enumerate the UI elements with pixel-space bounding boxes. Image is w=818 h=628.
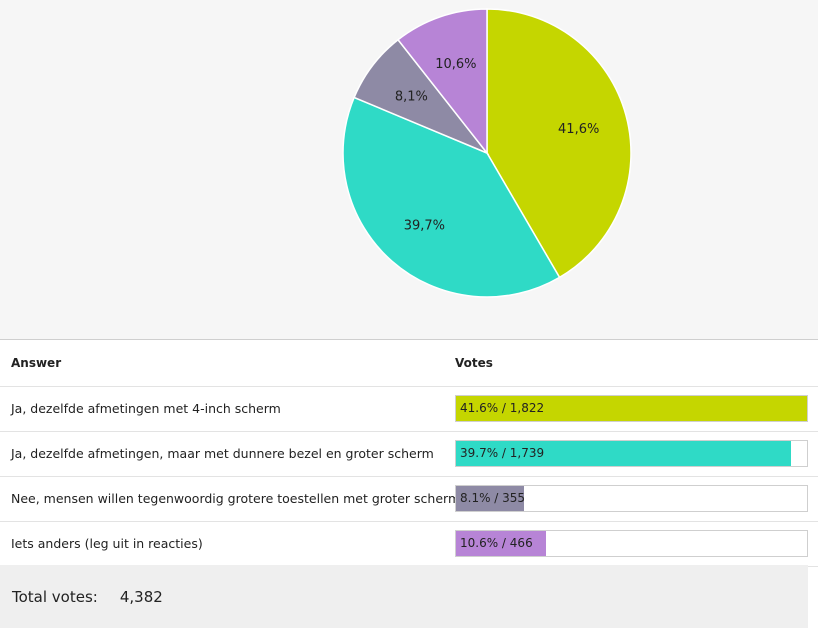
vote-bar-fill <box>456 441 791 466</box>
vote-bar: 8.1% / 355 <box>455 485 808 512</box>
votes-cell: 10.6% / 466 <box>452 521 818 567</box>
pie-slice-1 <box>486 8 632 279</box>
answer-text: Ja, dezelfde afmetingen, maar met dunner… <box>0 431 452 477</box>
votes-cell: 41.6% / 1,822 <box>452 386 818 432</box>
table-row: Ja, dezelfde afmetingen met 4-inch scher… <box>0 386 818 432</box>
total-votes-box: Total votes: 4,382 <box>0 565 808 628</box>
vote-bar-text: 8.1% / 355 <box>460 491 526 505</box>
pie-slice-label: 41,6% <box>558 122 599 137</box>
answer-text: Iets anders (leg uit in reacties) <box>0 521 452 567</box>
pie-slice-2 <box>342 96 561 298</box>
vote-bar-fill <box>456 396 807 421</box>
pie-slice-label: 8,1% <box>395 90 428 105</box>
pie-slice-4 <box>396 8 488 156</box>
votes-cell: 8.1% / 355 <box>452 476 818 522</box>
chart-area: 41,6% 39,7% 8,1% 10,6% <box>342 8 632 298</box>
pie-chart: 41,6% 39,7% 8,1% 10,6% <box>342 8 632 298</box>
results-table: Answer Votes Ja, dezelfde afmetingen met… <box>0 340 818 567</box>
answer-text: Nee, mensen willen tegenwoordig grotere … <box>0 476 460 522</box>
votes-column-header: Votes <box>452 340 818 387</box>
divider <box>0 339 818 340</box>
total-votes-value: 4,382 <box>119 587 163 606</box>
vote-bar: 39.7% / 1,739 <box>455 440 808 467</box>
table-row: Ja, dezelfde afmetingen, maar met dunner… <box>0 431 818 477</box>
vote-bar-fill <box>456 531 546 556</box>
results-body: Ja, dezelfde afmetingen met 4-inch scher… <box>0 386 818 567</box>
vote-bar-text: 41.6% / 1,822 <box>460 401 545 415</box>
table-row: Nee, mensen willen tegenwoordig grotere … <box>0 476 818 522</box>
vote-bar: 10.6% / 466 <box>455 530 808 557</box>
vote-bar-fill <box>456 486 525 511</box>
pie-slice-label: 39,7% <box>404 219 445 234</box>
total-votes-label: Total votes: <box>12 587 98 606</box>
vote-bar: 41.6% / 1,822 <box>455 395 808 422</box>
votes-cell: 39.7% / 1,739 <box>452 431 818 477</box>
answer-text: Ja, dezelfde afmetingen met 4-inch scher… <box>0 386 452 432</box>
vote-bar-text: 39.7% / 1,739 <box>460 446 545 460</box>
answer-column-header: Answer <box>0 340 452 387</box>
vote-bar-text: 10.6% / 466 <box>460 536 533 550</box>
table-row: Iets anders (leg uit in reacties) 10.6% /… <box>0 521 818 567</box>
table-header-row: Answer Votes <box>0 340 818 387</box>
pie-slice-label: 10,6% <box>435 57 476 72</box>
